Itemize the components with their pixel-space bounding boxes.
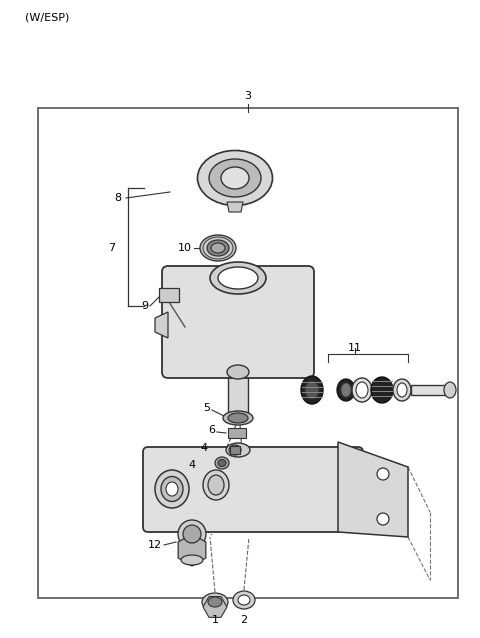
FancyBboxPatch shape	[162, 266, 314, 378]
Text: 3: 3	[244, 91, 252, 101]
Polygon shape	[338, 442, 408, 537]
Text: 6: 6	[208, 425, 215, 435]
Ellipse shape	[221, 167, 249, 189]
Ellipse shape	[352, 378, 372, 402]
Text: 10: 10	[178, 243, 192, 253]
Ellipse shape	[229, 445, 241, 455]
Ellipse shape	[393, 379, 411, 401]
Bar	[38, 108, 458, 598]
Ellipse shape	[166, 482, 178, 496]
Ellipse shape	[337, 379, 355, 401]
Ellipse shape	[218, 459, 226, 466]
Text: 2: 2	[240, 615, 248, 625]
Ellipse shape	[223, 411, 253, 425]
Ellipse shape	[155, 470, 189, 508]
Ellipse shape	[208, 597, 222, 607]
Text: 9: 9	[141, 301, 148, 311]
Bar	[411, 385, 449, 395]
Ellipse shape	[233, 591, 255, 609]
Ellipse shape	[341, 383, 351, 397]
Polygon shape	[155, 312, 168, 338]
Text: 1: 1	[212, 615, 218, 625]
Ellipse shape	[397, 383, 407, 397]
FancyBboxPatch shape	[143, 447, 363, 532]
Ellipse shape	[200, 235, 236, 261]
Ellipse shape	[211, 243, 225, 253]
Bar	[159, 288, 179, 302]
Text: 4: 4	[189, 460, 196, 470]
Text: 7: 7	[108, 243, 116, 253]
Ellipse shape	[356, 382, 368, 398]
Ellipse shape	[178, 520, 206, 548]
Ellipse shape	[228, 413, 248, 423]
Ellipse shape	[377, 513, 389, 525]
Bar	[230, 446, 240, 454]
Ellipse shape	[161, 477, 183, 501]
Polygon shape	[227, 202, 243, 212]
Bar	[228, 428, 246, 438]
Ellipse shape	[181, 555, 203, 565]
Ellipse shape	[209, 159, 261, 197]
Text: (W/ESP): (W/ESP)	[25, 12, 70, 22]
Text: 12: 12	[148, 540, 162, 550]
Ellipse shape	[305, 381, 319, 399]
Ellipse shape	[227, 365, 249, 379]
Ellipse shape	[238, 595, 250, 605]
Text: 4: 4	[201, 443, 208, 453]
Polygon shape	[228, 372, 248, 415]
Ellipse shape	[218, 267, 258, 289]
Ellipse shape	[377, 468, 389, 480]
Text: 8: 8	[114, 193, 121, 203]
Ellipse shape	[207, 240, 229, 256]
Text: 11: 11	[348, 343, 362, 353]
Ellipse shape	[202, 593, 228, 611]
Ellipse shape	[371, 377, 393, 403]
Ellipse shape	[301, 376, 323, 404]
Ellipse shape	[183, 525, 201, 543]
Ellipse shape	[226, 443, 250, 457]
Ellipse shape	[197, 151, 273, 205]
Text: 5: 5	[203, 403, 210, 413]
Ellipse shape	[215, 457, 229, 469]
Ellipse shape	[210, 262, 266, 294]
Ellipse shape	[444, 382, 456, 398]
Ellipse shape	[208, 475, 224, 495]
Ellipse shape	[203, 470, 229, 500]
